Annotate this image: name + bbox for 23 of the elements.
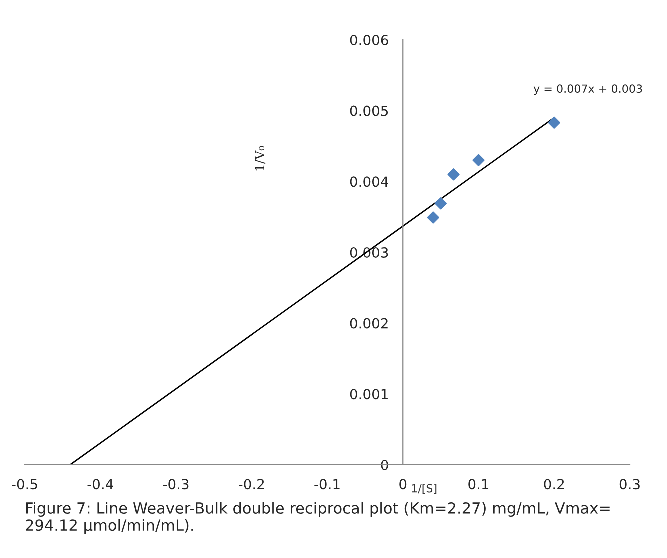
point: [548, 116, 560, 129]
x-tick-label: 0.3: [620, 479, 640, 490]
x-tick-label: -0.1: [314, 479, 340, 490]
x-tick-label: -0.4: [88, 479, 114, 490]
x-tick-label: -0.3: [163, 479, 189, 490]
x-tick-label: -0.2: [239, 479, 264, 490]
y-tick-label: 0.004: [350, 176, 388, 188]
annotation: y = 0.007x + 0.003: [534, 84, 642, 96]
point: [472, 154, 485, 166]
point: [434, 198, 448, 210]
x-axis-title: 1/[S]: [412, 484, 437, 494]
point: [427, 212, 440, 224]
y-tick-label: 0.005: [350, 106, 388, 116]
point: [448, 168, 460, 181]
y-axis-title: 1/V₀: [255, 146, 266, 171]
x-tick-label: 0.1: [468, 479, 489, 490]
x-tick-label: 0: [400, 479, 407, 490]
y-tick-label: 0.002: [350, 318, 388, 329]
x-tick-label: 0.2: [544, 479, 564, 490]
x-tick-label: -0.5: [12, 479, 38, 490]
y-tick-label: 0.006: [350, 34, 388, 46]
caption: Figure 7: Line Weaver-Bulk double reciprocal plot (Km=2.27) mg/mL, Vmax= 294.12 µmol/min/mL).: [26, 502, 610, 534]
y-tick-label: 0.001: [350, 389, 388, 400]
